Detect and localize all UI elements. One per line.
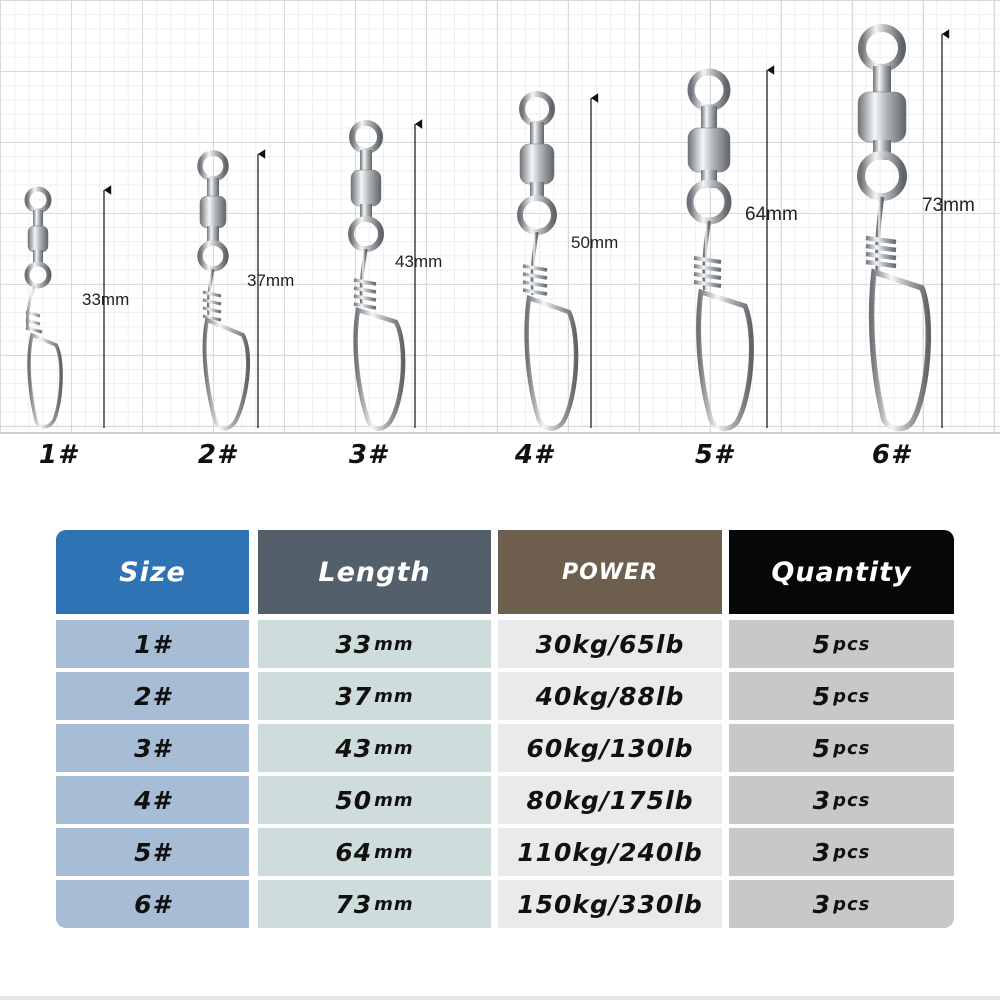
dimension-label-4: 50mm <box>571 233 619 252</box>
length-unit: mm <box>374 737 414 759</box>
length-value: 73 <box>335 889 373 919</box>
size-label-2: 2# <box>197 440 237 470</box>
spec-table: Size Length POWER Quantity 1# 33 mm 30kg/… <box>56 530 954 928</box>
swivel-illustrations <box>24 24 950 432</box>
dimension-label-1: 33mm <box>82 290 130 309</box>
table-row-2-size: 2# <box>56 672 249 720</box>
table-row-5-length: 64 mm <box>258 828 491 876</box>
size-label-5: 5# <box>694 440 734 470</box>
table-row-1-quantity: 5 pcs <box>729 620 954 668</box>
length-unit: mm <box>374 893 414 915</box>
header-quantity: Quantity <box>729 530 954 614</box>
table-row-1-length: 33 mm <box>258 620 491 668</box>
table-row-5-power: 110kg/240lb <box>498 828 722 876</box>
table-row-3-length: 43 mm <box>258 724 491 772</box>
dimension-label-6: 73mm <box>922 195 975 216</box>
table-row-5-size: 5# <box>56 828 249 876</box>
swivel-1-image <box>24 186 63 429</box>
qty-value: 5 <box>812 733 832 763</box>
table-row-3-quantity: 5 pcs <box>729 724 954 772</box>
length-value: 50 <box>335 785 373 815</box>
qty-unit: pcs <box>833 633 871 655</box>
table-row-6-quantity: 3 pcs <box>729 880 954 928</box>
table-row-3-power: 60kg/130lb <box>498 724 722 772</box>
length-value: 43 <box>335 733 373 763</box>
qty-unit: pcs <box>833 685 871 707</box>
dimension-label-3: 43mm <box>395 252 443 271</box>
qty-value: 5 <box>812 681 832 711</box>
measurement-grid-background <box>0 0 1000 434</box>
table-row-2-power: 40kg/88lb <box>498 672 722 720</box>
qty-unit: pcs <box>833 737 871 759</box>
table-row-1-power: 30kg/65lb <box>498 620 722 668</box>
table-row-4-length: 50 mm <box>258 776 491 824</box>
swivel-3-image <box>348 120 406 431</box>
length-unit: mm <box>374 841 414 863</box>
dimension-label-5: 64mm <box>745 204 798 225</box>
table-row-3-size: 3# <box>56 724 249 772</box>
length-value: 33 <box>335 629 373 659</box>
table-row-2-length: 37 mm <box>258 672 491 720</box>
length-value: 37 <box>335 681 373 711</box>
qty-value: 3 <box>812 785 832 815</box>
length-unit: mm <box>374 685 414 707</box>
swivel-6-image <box>857 24 932 432</box>
size-label-6: 6# <box>871 440 911 470</box>
table-row-4-size: 4# <box>56 776 249 824</box>
size-label-4: 4# <box>514 440 554 470</box>
qty-value: 3 <box>812 837 832 867</box>
size-label-1: 1# <box>38 440 78 470</box>
swivel-2-image <box>197 150 250 431</box>
bottom-divider <box>0 996 1000 1000</box>
table-row-4-quantity: 3 pcs <box>729 776 954 824</box>
table-row-4-power: 80kg/175lb <box>498 776 722 824</box>
header-power: POWER <box>498 530 722 614</box>
qty-unit: pcs <box>833 893 871 915</box>
qty-unit: pcs <box>833 789 871 811</box>
dimension-label-2: 37mm <box>247 271 295 290</box>
header-length: Length <box>258 530 491 614</box>
swivel-4-image <box>517 91 579 431</box>
table-row-6-size: 6# <box>56 880 249 928</box>
table-row-5-quantity: 3 pcs <box>729 828 954 876</box>
qty-value: 5 <box>812 629 832 659</box>
swivel-5-image <box>686 68 754 431</box>
table-row-6-length: 73 mm <box>258 880 491 928</box>
length-unit: mm <box>374 633 414 655</box>
length-value: 64 <box>335 837 373 867</box>
table-row-1-size: 1# <box>56 620 249 668</box>
length-unit: mm <box>374 789 414 811</box>
qty-unit: pcs <box>833 841 871 863</box>
qty-value: 3 <box>812 889 832 919</box>
table-row-6-power: 150kg/330lb <box>498 880 722 928</box>
size-label-3: 3# <box>348 440 388 470</box>
table-row-2-quantity: 5 pcs <box>729 672 954 720</box>
header-size: Size <box>56 530 249 614</box>
